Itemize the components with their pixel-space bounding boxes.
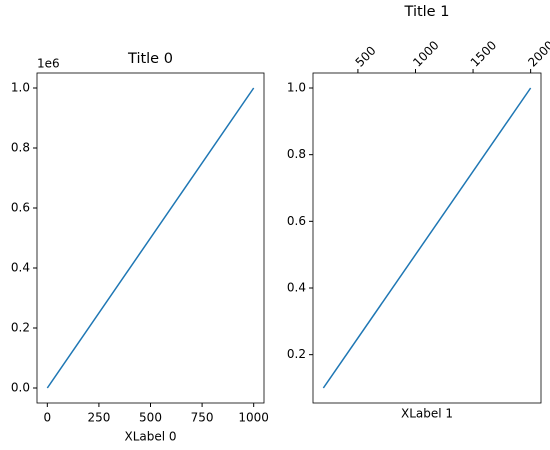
x-tick-label: 750 bbox=[191, 411, 214, 425]
axes-frame bbox=[36, 72, 265, 404]
x-tick-label: 500 bbox=[139, 411, 162, 425]
y-tick-label: 0.8 bbox=[11, 141, 30, 155]
axes-title: Title 0 bbox=[127, 51, 173, 67]
y-offset-text: 1e6 bbox=[37, 57, 60, 71]
y-tick-label: 0.6 bbox=[287, 214, 306, 228]
x-tick-label: 0 bbox=[43, 411, 51, 425]
line bbox=[46, 87, 255, 389]
x-tick-label: 1000 bbox=[410, 38, 441, 69]
x-tick-label: 2000 bbox=[525, 38, 550, 69]
x-tick-label: 250 bbox=[87, 411, 110, 425]
y-tick-label: 0.8 bbox=[287, 147, 306, 161]
x-axis-label: XLabel 1 bbox=[401, 407, 453, 421]
x-tick-label: 1500 bbox=[468, 38, 499, 69]
line bbox=[322, 87, 532, 389]
axes-title: Title 1 bbox=[404, 4, 450, 20]
x-axis-label: XLabel 0 bbox=[124, 430, 176, 444]
x-tick-label: 1000 bbox=[238, 411, 269, 425]
y-tick-label: 0.4 bbox=[11, 261, 30, 275]
y-tick-label: 1.0 bbox=[287, 81, 306, 95]
y-tick-label: 0.2 bbox=[11, 321, 30, 335]
axes-frame bbox=[312, 72, 542, 404]
y-tick-label: 1.0 bbox=[11, 81, 30, 95]
y-tick-label: 0.6 bbox=[11, 201, 30, 215]
y-tick-label: 0.4 bbox=[287, 281, 306, 295]
y-tick-label: 0.2 bbox=[287, 347, 306, 361]
y-tick-label: 0.0 bbox=[11, 381, 30, 395]
x-tick-label: 500 bbox=[353, 43, 379, 69]
